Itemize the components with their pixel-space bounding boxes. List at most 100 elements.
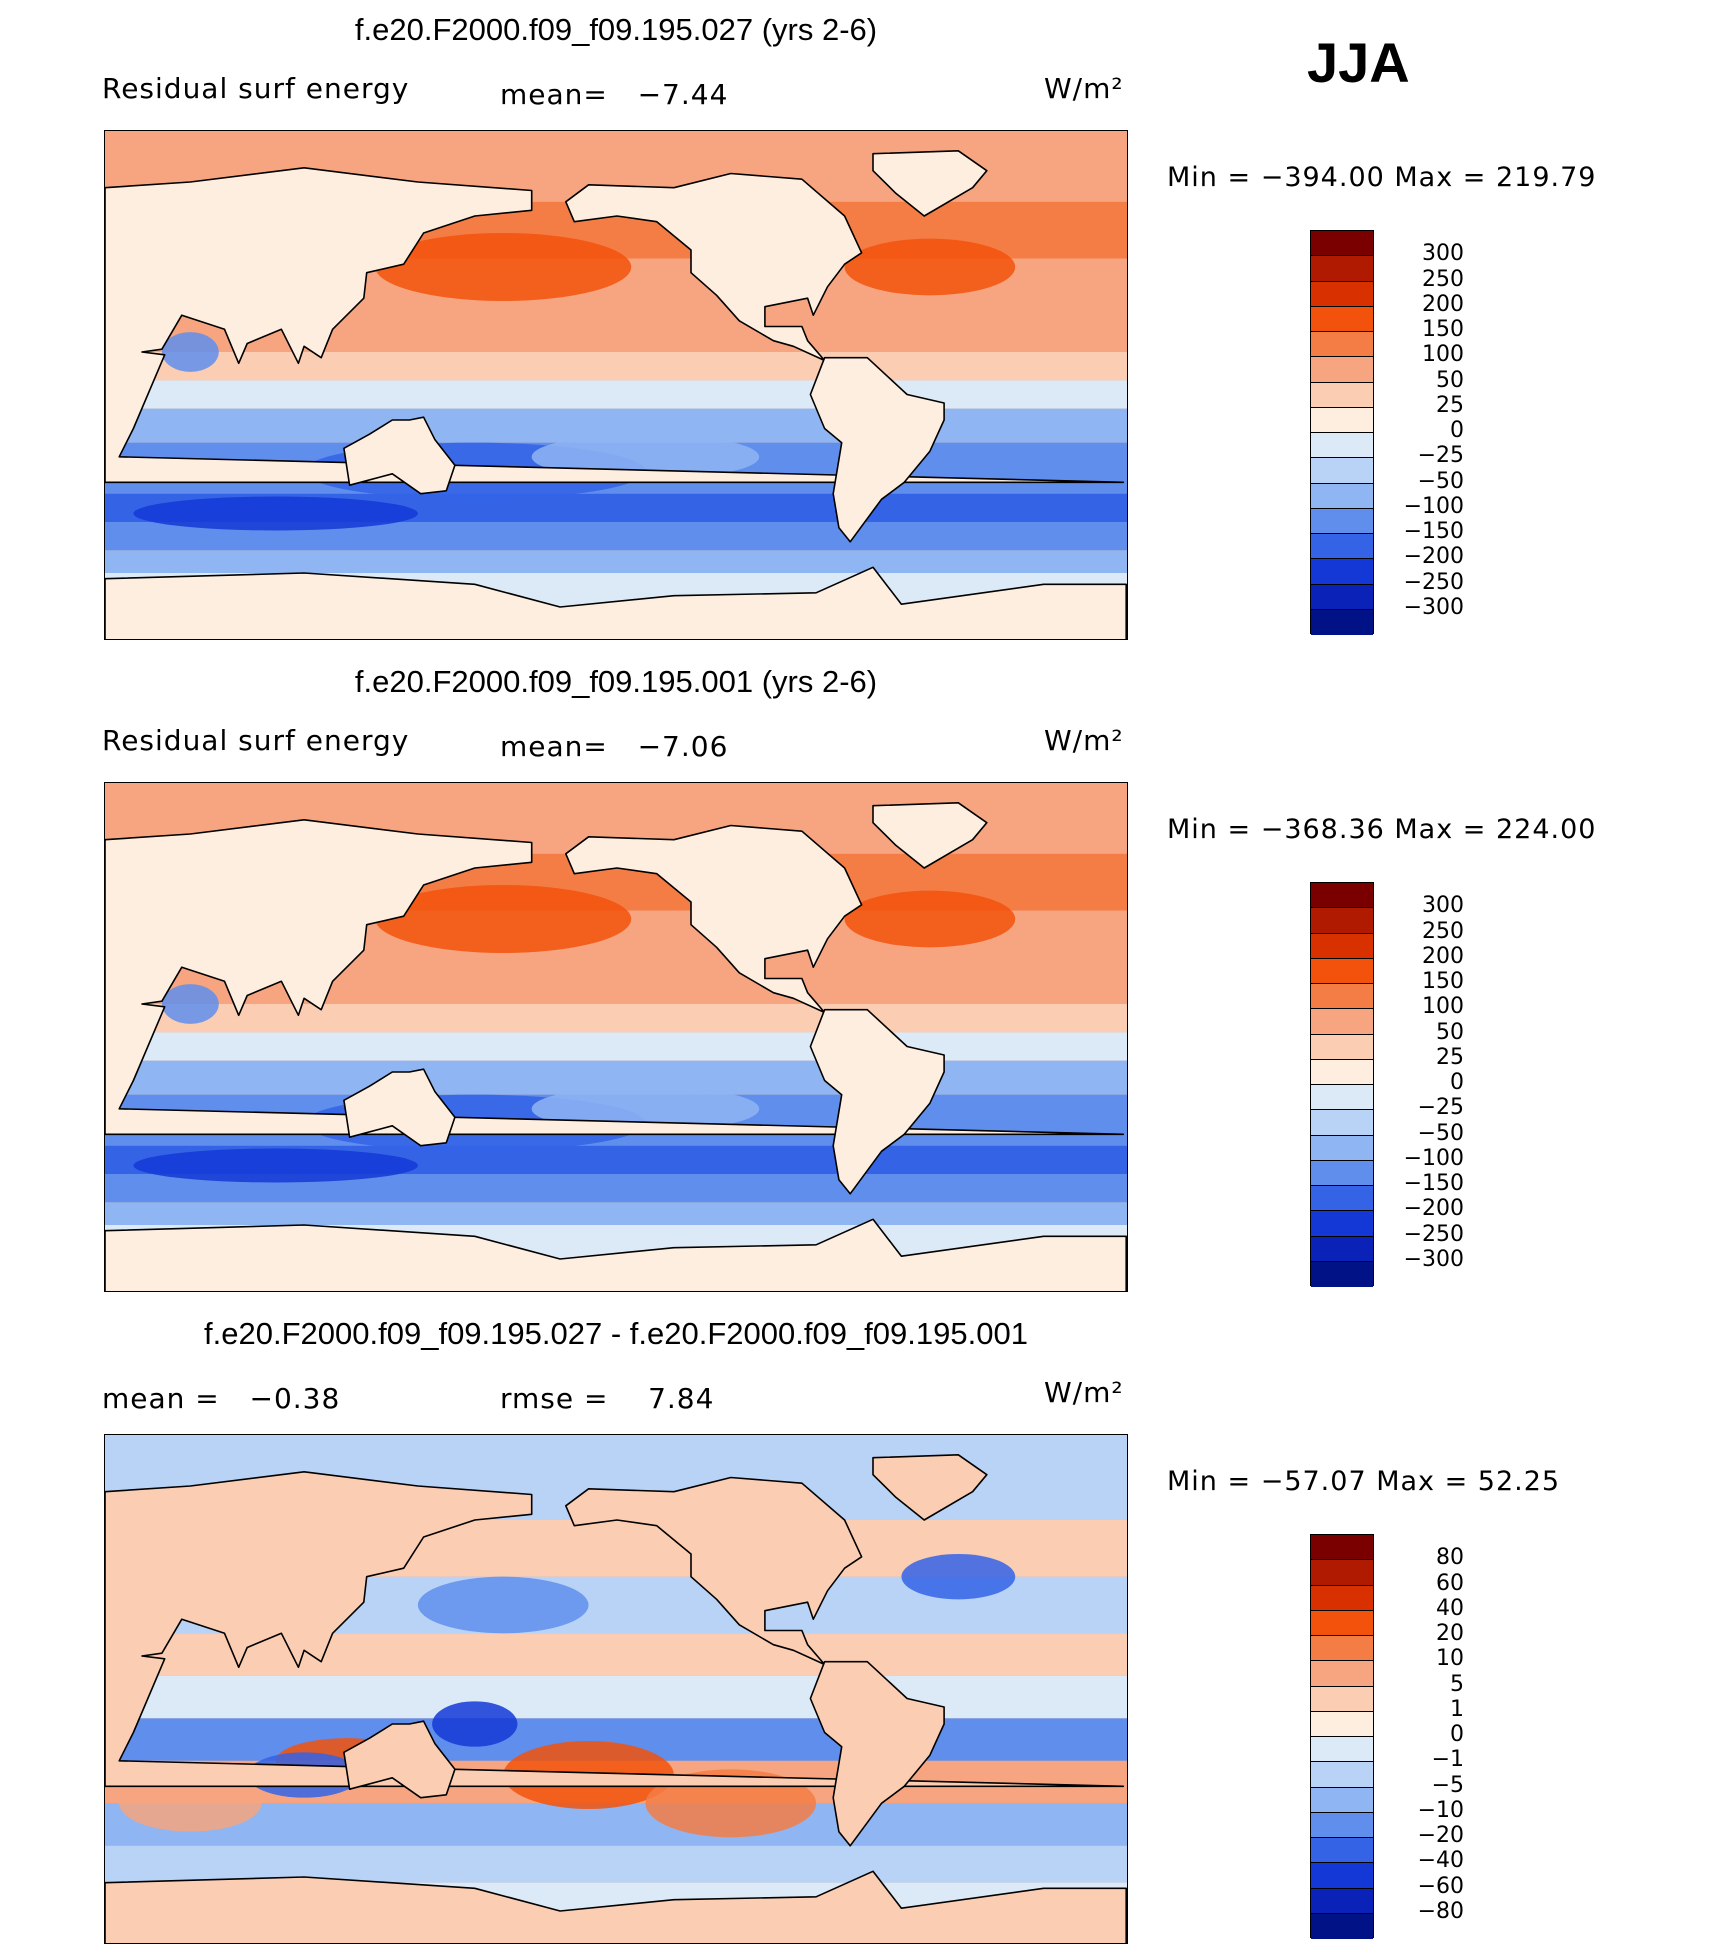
field-blob bbox=[119, 1775, 262, 1832]
colorbar-swatch bbox=[1311, 1059, 1373, 1085]
colorbar-tick-label: 25 bbox=[1436, 1044, 1464, 1070]
field-blob bbox=[417, 1576, 589, 1634]
continent-outline bbox=[872, 1454, 988, 1521]
rmse-value: 7.84 bbox=[648, 1382, 715, 1415]
colorbar-swatch bbox=[1311, 1913, 1373, 1939]
field-band bbox=[105, 1845, 1127, 1883]
colorbar-swatch bbox=[1311, 1610, 1373, 1636]
field-band bbox=[105, 380, 1127, 409]
continent-outline bbox=[105, 1471, 1125, 1788]
colorbar-swatch bbox=[1311, 933, 1373, 959]
colorbar-swatch bbox=[1311, 584, 1373, 610]
colorbar-swatch bbox=[1311, 1686, 1373, 1712]
colorbar-tick-label: −150 bbox=[1403, 1171, 1464, 1196]
colorbar-tick-label: 100 bbox=[1422, 342, 1464, 368]
colorbar-tick-label: −250 bbox=[1403, 1221, 1464, 1247]
continent-outline bbox=[343, 416, 456, 495]
field-band bbox=[105, 550, 1127, 573]
colorbar-swatch bbox=[1311, 1636, 1373, 1662]
colorbar-swatch bbox=[1311, 958, 1373, 984]
colorbar-tick-label: −10 bbox=[1417, 1797, 1464, 1823]
min-max-readout: Min = −57.07 Max = 52.25 bbox=[1167, 1466, 1561, 1497]
units-label: W/m² bbox=[1044, 1376, 1124, 1409]
field-band bbox=[105, 1202, 1127, 1225]
continent-outline bbox=[809, 356, 945, 543]
colorbar-swatch bbox=[1311, 1211, 1373, 1237]
field-label: Residual surf energy bbox=[102, 724, 410, 757]
season-label: JJA bbox=[1307, 31, 1410, 94]
colorbar-tick-label: 50 bbox=[1436, 367, 1464, 393]
colorbar-swatch bbox=[1311, 1135, 1373, 1161]
continent-outline bbox=[872, 802, 988, 869]
field-blob bbox=[133, 496, 418, 531]
colorbar-tick-label: −25 bbox=[1417, 443, 1464, 469]
colorbar-tick-label: 100 bbox=[1422, 994, 1464, 1020]
panel-3: f.e20.F2000.f09_f09.195.027 - f.e20.F200… bbox=[0, 1302, 1710, 1952]
mean-value: −7.44 bbox=[637, 78, 729, 111]
colorbar-tick-label: 200 bbox=[1422, 943, 1464, 969]
colorbar-swatch bbox=[1311, 1737, 1373, 1763]
colorbar-swatch bbox=[1311, 1160, 1373, 1186]
field-blob bbox=[844, 238, 1016, 296]
colorbar-swatch bbox=[1311, 281, 1373, 307]
colorbar-tick-label: −60 bbox=[1417, 1873, 1464, 1899]
colorbar-swatch bbox=[1311, 984, 1373, 1010]
colorbar-swatch bbox=[1311, 1888, 1373, 1914]
mean-label-text: mean= bbox=[500, 78, 608, 111]
min-max-readout: Min = −394.00 Max = 219.79 bbox=[1167, 162, 1597, 193]
colorbar-swatch bbox=[1311, 407, 1373, 433]
field-blob bbox=[844, 890, 1016, 948]
colorbar-swatch bbox=[1311, 1560, 1373, 1586]
colorbar-tick-label: 40 bbox=[1436, 1595, 1464, 1621]
mean-value: −7.06 bbox=[637, 730, 729, 763]
field-blob bbox=[161, 984, 219, 1024]
continent-outline bbox=[343, 1068, 456, 1147]
colorbar-tick-label: −1 bbox=[1431, 1747, 1464, 1773]
field-blob bbox=[901, 1554, 1016, 1600]
mean-label-text: mean = bbox=[102, 1382, 220, 1415]
field-band bbox=[105, 1803, 1127, 1846]
colorbar-swatch bbox=[1311, 332, 1373, 358]
field-blob bbox=[161, 332, 219, 372]
colorbar-swatch bbox=[1311, 1186, 1373, 1212]
field-blob bbox=[375, 885, 632, 953]
colorbar-swatch bbox=[1311, 1236, 1373, 1262]
colorbar-swatch bbox=[1311, 382, 1373, 408]
colorbar-tick-label: −25 bbox=[1417, 1095, 1464, 1121]
colorbar-swatch bbox=[1311, 609, 1373, 635]
colorbar bbox=[1310, 1534, 1374, 1939]
field-band bbox=[105, 1032, 1127, 1061]
colorbar-swatch bbox=[1311, 483, 1373, 509]
field-band bbox=[105, 352, 1127, 381]
colorbar-swatch bbox=[1311, 1711, 1373, 1737]
colorbar-swatch bbox=[1311, 1110, 1373, 1136]
colorbar-swatch bbox=[1311, 1863, 1373, 1889]
colorbar-swatch bbox=[1311, 1009, 1373, 1035]
field-blob bbox=[432, 1701, 518, 1747]
colorbar-tick-label: 50 bbox=[1436, 1019, 1464, 1045]
units-label: W/m² bbox=[1044, 72, 1124, 105]
map-svg bbox=[105, 131, 1127, 639]
colorbar-tick-label: 0 bbox=[1450, 1070, 1464, 1095]
mean-label: mean = −0.38 bbox=[102, 1382, 340, 1415]
continent-outline bbox=[105, 167, 1125, 484]
colorbar-tick-label: −50 bbox=[1417, 1120, 1464, 1146]
continent-outline bbox=[565, 172, 863, 362]
colorbar-swatch bbox=[1311, 256, 1373, 282]
colorbar-tick-label: −100 bbox=[1403, 1145, 1464, 1171]
colorbar bbox=[1310, 882, 1374, 1287]
colorbar-tick-label: −200 bbox=[1403, 1196, 1464, 1222]
colorbar-swatch bbox=[1311, 534, 1373, 560]
colorbar-tick-label: 250 bbox=[1422, 266, 1464, 292]
units-label: W/m² bbox=[1044, 724, 1124, 757]
colorbar-tick-label: −5 bbox=[1431, 1772, 1464, 1798]
colorbar-swatch bbox=[1311, 1535, 1373, 1561]
colorbar-swatch bbox=[1311, 433, 1373, 459]
map-field bbox=[104, 1434, 1128, 1944]
map-field bbox=[104, 130, 1128, 640]
colorbar-tick-label: 0 bbox=[1450, 1722, 1464, 1747]
map-svg bbox=[105, 1435, 1127, 1943]
colorbar-tick-label: 0 bbox=[1450, 418, 1464, 443]
field-label: Residual surf energy bbox=[102, 72, 410, 105]
colorbar-tick-label: 5 bbox=[1450, 1671, 1464, 1697]
